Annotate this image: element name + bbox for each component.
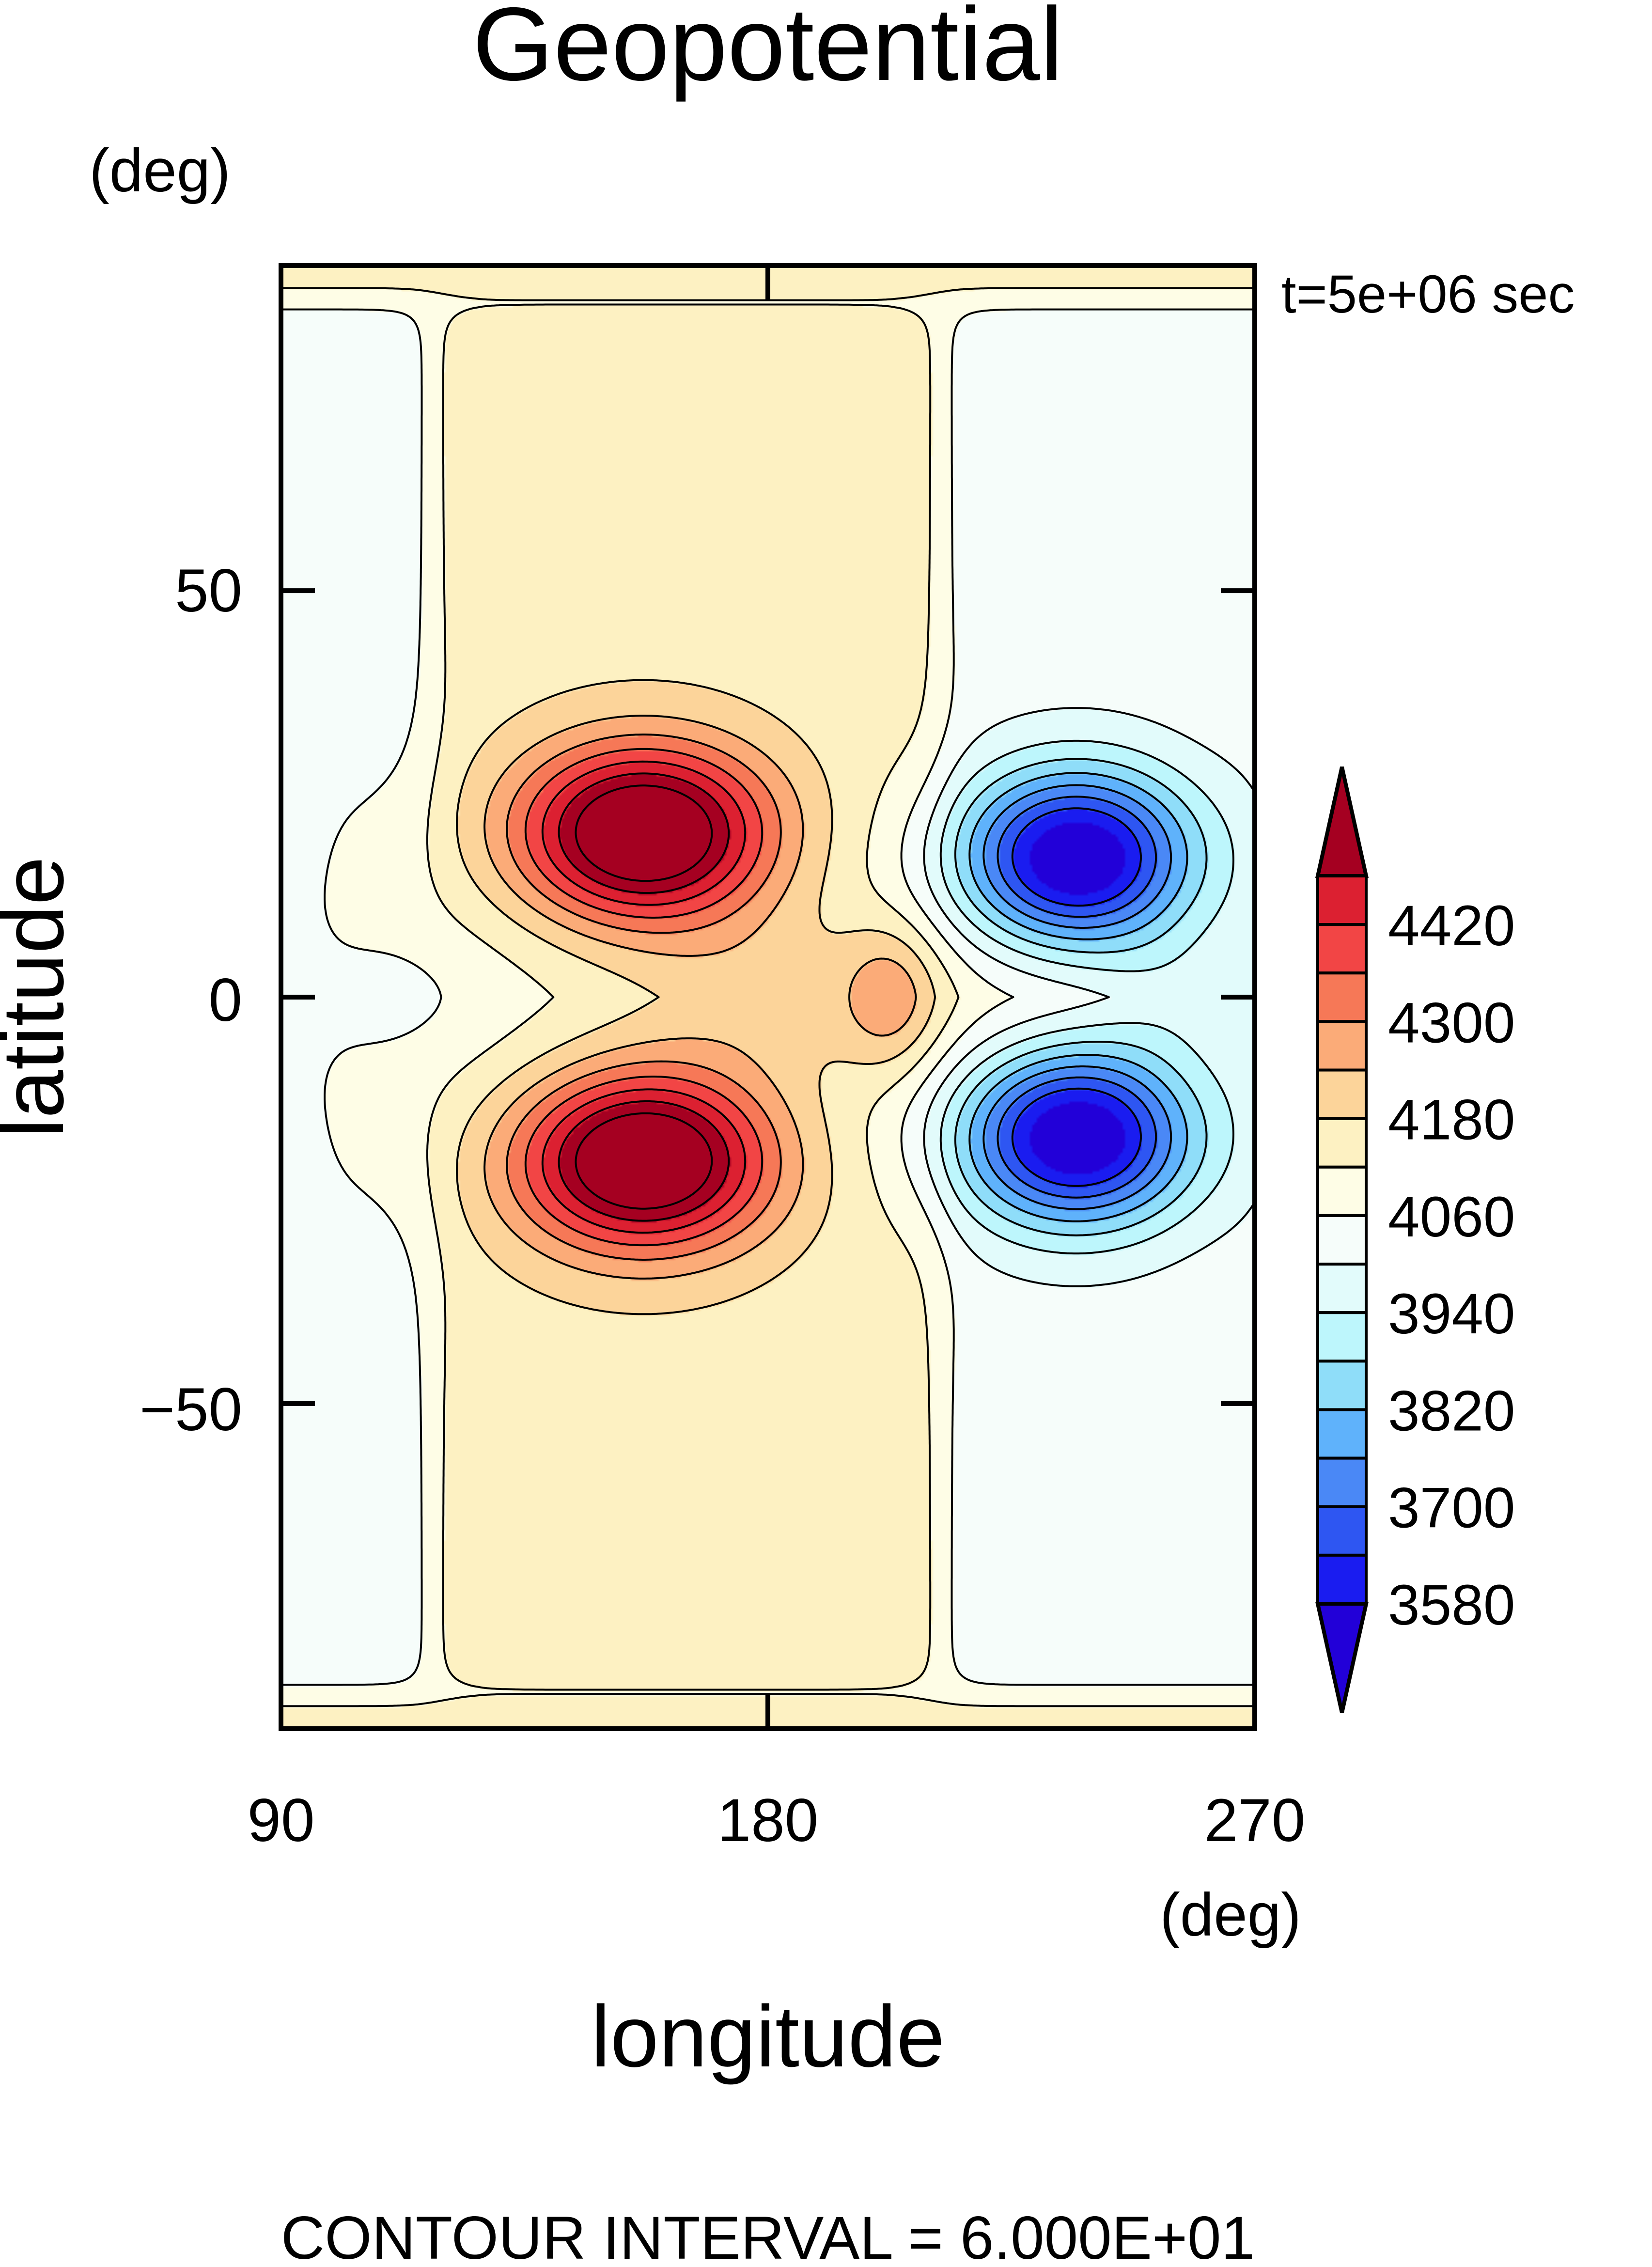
contour-line: [968, 772, 1188, 1222]
contour-line: [954, 758, 1208, 1236]
colorbar-max-triangle: [1315, 766, 1369, 878]
axis-ticks: [279, 266, 1257, 1729]
colorbar-band: [1316, 1505, 1368, 1557]
x-tick-label: 90: [247, 1787, 314, 1854]
colorbar-band: [1316, 971, 1368, 1023]
contour-line: [997, 796, 1157, 1199]
colorbar-band: [1316, 1553, 1368, 1606]
colorbar-band: [1316, 1214, 1368, 1266]
colorbar-label: 3580: [1388, 1573, 1515, 1637]
colorbar-band: [1316, 923, 1368, 975]
contour-line: [524, 748, 764, 1247]
colorbar-label: 4180: [1388, 1088, 1515, 1152]
colorbar-band: [1316, 1311, 1368, 1363]
y-tick-label: −50: [140, 1376, 242, 1443]
y-axis-unit: (deg): [89, 137, 231, 204]
y-tick-label: 0: [208, 967, 242, 1034]
colorbar: 4420 4300 4180 4060 3940 3820 3700 3580: [1315, 766, 1515, 1713]
colorbar-label: 3940: [1388, 1282, 1515, 1346]
colorbar-label: 3700: [1388, 1476, 1515, 1540]
colorbar-band: [1316, 1165, 1368, 1217]
colorbar-label: 4420: [1388, 894, 1515, 958]
colorbar-band: [1316, 1263, 1368, 1314]
colorbar-band: [1316, 1020, 1368, 1072]
contour-line: [456, 679, 936, 1315]
colorbar-band: [1316, 1117, 1368, 1169]
x-tick-label: 180: [717, 1787, 819, 1854]
colorbar-band: [1316, 1408, 1368, 1460]
colorbar-band: [1316, 1360, 1368, 1411]
time-annotation: t=5e+06 sec: [1281, 265, 1574, 324]
colorbar-band: [1316, 1456, 1368, 1508]
x-tick-label: 270: [1204, 1787, 1306, 1854]
y-axis-label: latitude: [0, 857, 82, 1138]
x-axis-label: longitude: [591, 1988, 945, 2085]
contour-field: [281, 266, 1255, 1729]
contour-line: [506, 734, 782, 1261]
colorbar-label: 4300: [1388, 991, 1515, 1055]
contour-line: [575, 784, 713, 1210]
colorbar-label: 4060: [1388, 1185, 1515, 1249]
colorbar-label: 3820: [1388, 1379, 1515, 1443]
contour-line: [982, 784, 1172, 1210]
contour-line: [1011, 807, 1142, 1187]
colorbar-min-triangle: [1315, 1602, 1369, 1713]
contour-interval-note: CONTOUR INTERVAL = 6.000E+01: [281, 2204, 1255, 2267]
contour-line: [558, 772, 730, 1222]
x-axis-unit: (deg): [1160, 1881, 1301, 1949]
y-tick-label: 50: [175, 557, 242, 625]
colorbar-band: [1316, 875, 1368, 926]
contour-line: [483, 715, 917, 1280]
chart-title: Geopotential: [472, 0, 1063, 102]
contour-line: [939, 739, 1234, 1255]
contour-line: [923, 707, 1255, 1287]
colorbar-band: [1316, 1068, 1368, 1120]
contour-line: [541, 760, 747, 1234]
